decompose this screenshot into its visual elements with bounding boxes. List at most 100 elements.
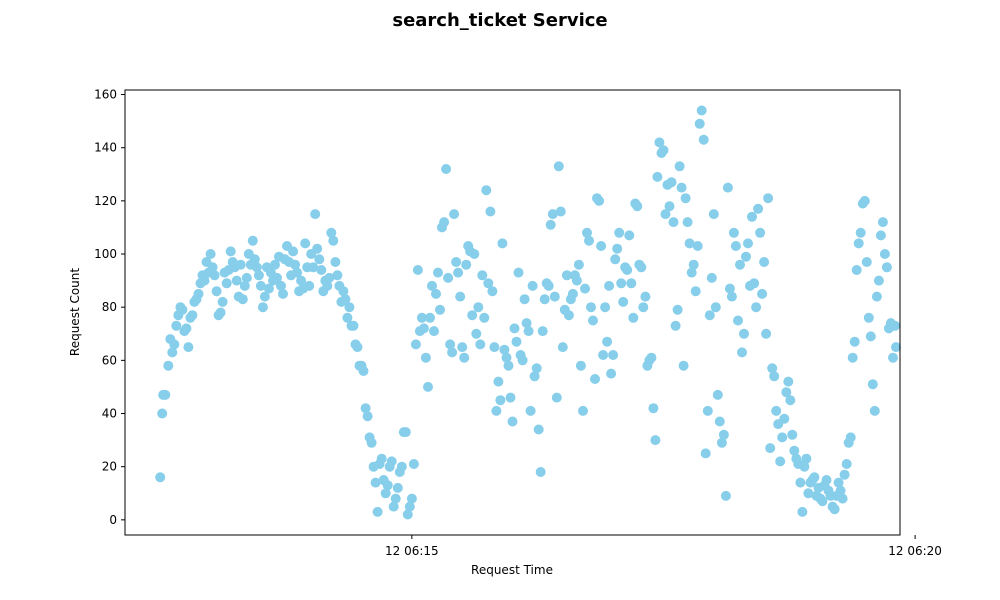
data-point	[292, 267, 303, 278]
data-point	[328, 235, 339, 246]
data-point	[481, 185, 492, 196]
data-point	[755, 227, 766, 238]
data-point	[865, 331, 876, 342]
data-point	[578, 405, 588, 416]
data-point	[167, 347, 178, 358]
data-point	[370, 477, 381, 488]
y-tick-label: 40	[102, 407, 117, 421]
data-point	[891, 342, 901, 353]
data-point	[358, 366, 369, 376]
data-point	[160, 389, 171, 400]
data-point	[457, 342, 468, 353]
data-point	[239, 280, 250, 291]
data-points	[155, 105, 901, 520]
data-point	[537, 326, 548, 337]
data-point	[588, 315, 598, 326]
data-point	[362, 411, 373, 422]
data-point	[684, 238, 695, 249]
data-point	[737, 347, 747, 358]
data-point	[425, 312, 435, 323]
data-point	[563, 310, 574, 321]
data-point	[459, 352, 470, 363]
data-point	[270, 259, 280, 270]
data-point	[670, 320, 681, 331]
x-tick-label: 12 06:20	[888, 544, 942, 558]
data-point	[853, 238, 864, 249]
x-axis-label: Request Time	[471, 563, 553, 577]
data-point	[803, 488, 814, 499]
data-point	[584, 235, 594, 246]
data-point	[646, 352, 657, 363]
data-point	[471, 328, 482, 339]
data-point	[392, 482, 403, 493]
y-tick-label: 160	[94, 88, 117, 102]
data-point	[416, 312, 427, 323]
data-point	[406, 493, 417, 504]
data-point	[666, 177, 677, 188]
data-point	[680, 193, 691, 204]
data-point	[692, 241, 703, 251]
data-point	[386, 456, 397, 467]
data-point	[676, 182, 687, 193]
data-point	[447, 347, 458, 358]
data-point	[396, 461, 407, 472]
data-point	[716, 437, 727, 448]
data-point	[304, 280, 315, 291]
data-point	[487, 286, 498, 297]
y-tick-label: 60	[102, 353, 117, 367]
data-point	[439, 217, 450, 228]
data-point	[344, 302, 355, 313]
data-point	[835, 485, 846, 496]
data-point	[718, 429, 729, 440]
data-point	[169, 339, 180, 350]
data-point	[586, 302, 596, 313]
data-point	[801, 453, 812, 464]
data-point	[704, 310, 715, 321]
data-point	[253, 270, 264, 281]
data-point	[809, 472, 820, 483]
data-point	[785, 395, 796, 406]
y-tick-label: 100	[94, 247, 117, 261]
data-point	[555, 206, 566, 217]
data-point	[300, 238, 311, 249]
data-point	[594, 195, 605, 206]
data-point	[636, 262, 647, 273]
data-point	[638, 302, 649, 313]
data-point	[217, 296, 228, 307]
data-point	[527, 280, 538, 291]
data-point	[513, 267, 524, 278]
data-point	[626, 278, 637, 289]
data-point	[171, 320, 182, 331]
y-tick-label: 120	[94, 194, 117, 208]
data-point	[388, 501, 399, 512]
data-point	[272, 272, 282, 283]
data-point	[221, 278, 232, 289]
data-point	[211, 286, 222, 297]
data-point	[628, 312, 639, 323]
data-point	[155, 472, 166, 483]
data-point	[610, 254, 621, 265]
data-point	[682, 217, 693, 228]
data-point	[580, 283, 590, 294]
data-point	[408, 459, 419, 469]
data-point	[477, 270, 488, 281]
data-point	[821, 475, 832, 485]
data-point	[640, 291, 651, 302]
data-point	[582, 227, 592, 238]
data-point	[706, 272, 717, 283]
data-point	[851, 265, 862, 275]
data-point	[400, 427, 411, 438]
data-point	[290, 259, 301, 270]
data-point	[312, 243, 323, 254]
data-point	[493, 376, 504, 387]
data-point	[278, 288, 288, 299]
data-point	[789, 445, 800, 456]
data-point	[338, 286, 349, 297]
data-point	[402, 509, 413, 520]
data-point	[710, 302, 721, 313]
data-point	[479, 312, 490, 323]
data-point	[604, 280, 615, 291]
data-point	[849, 336, 860, 347]
data-point	[767, 363, 778, 374]
